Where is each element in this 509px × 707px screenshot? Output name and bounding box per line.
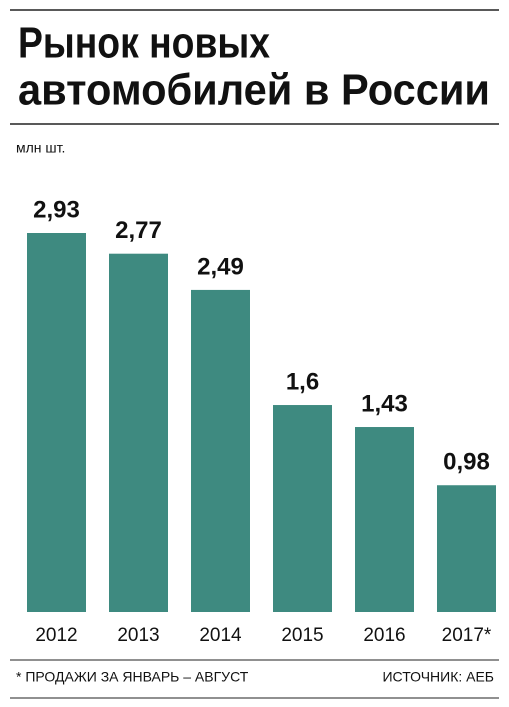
x-tick-label: 2012	[35, 625, 77, 646]
bar	[27, 233, 86, 612]
bar	[437, 485, 496, 612]
value-label: 1,6	[286, 368, 319, 395]
value-label: 2,93	[33, 196, 80, 223]
bar	[109, 253, 168, 613]
value-label: 0,98	[443, 449, 490, 476]
value-label: 1,43	[361, 390, 408, 417]
x-tick-label: 2014	[199, 625, 242, 646]
x-tick-label: 2015	[281, 625, 323, 646]
bar	[355, 427, 414, 612]
x-tick-label: 2013	[117, 625, 159, 646]
x-tick-label: 2016	[363, 625, 405, 646]
source: ИСТОЧНИК: АЕБ	[382, 669, 494, 685]
value-label: 2,49	[197, 253, 244, 280]
bar	[273, 405, 332, 612]
value-label: 2,77	[115, 217, 162, 244]
x-tick-label: 2017*	[442, 625, 492, 646]
footnote: * ПРОДАЖИ ЗА ЯНВАРЬ – АВГУСТ	[16, 669, 249, 685]
unit-label: млн шт.	[16, 140, 65, 156]
bar	[191, 289, 250, 612]
chart-title: Рынок новых	[18, 19, 270, 68]
chart-title: автомобилей в России	[18, 66, 490, 115]
